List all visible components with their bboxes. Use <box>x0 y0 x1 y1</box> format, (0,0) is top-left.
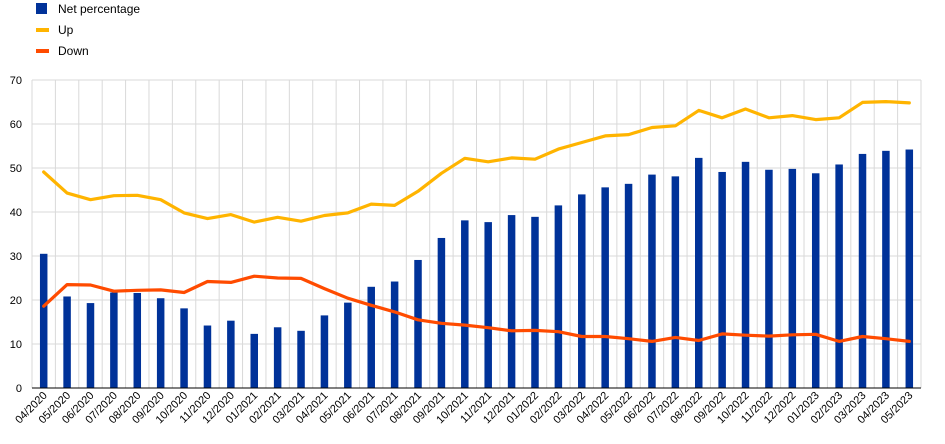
bar <box>578 194 586 388</box>
bar <box>390 281 399 388</box>
line-series <box>42 99 911 343</box>
y-tick-label: 20 <box>10 295 22 307</box>
bar <box>63 296 71 388</box>
bar <box>648 174 656 388</box>
line-down <box>42 274 911 343</box>
bar <box>461 220 469 388</box>
bar <box>297 330 305 388</box>
bar <box>695 157 703 388</box>
bar <box>484 222 492 388</box>
y-tick-label: 60 <box>10 119 22 131</box>
bar <box>905 149 914 388</box>
bar <box>39 253 48 388</box>
legend-label-down: Down <box>58 44 89 58</box>
bar <box>835 164 843 388</box>
line-up <box>42 99 911 224</box>
bar <box>110 292 118 388</box>
y-tick-label: 0 <box>16 383 22 395</box>
bar <box>344 302 352 388</box>
bar <box>601 187 609 388</box>
y-tick-label: 30 <box>10 251 22 263</box>
bar <box>531 216 539 388</box>
bar <box>273 327 282 388</box>
bar <box>788 168 797 388</box>
bar <box>227 320 235 388</box>
bar <box>414 259 422 388</box>
bar <box>882 150 890 388</box>
bar <box>507 215 516 388</box>
y-tick-label: 40 <box>10 207 22 219</box>
y-tick-label: 70 <box>10 75 22 87</box>
bar <box>554 205 563 388</box>
y-tick-label: 50 <box>10 163 22 175</box>
bar <box>180 308 188 388</box>
x-axis-ticks: 04/202005/202006/202007/202008/202009/20… <box>13 390 915 427</box>
gridlines <box>31 79 922 389</box>
bar <box>671 176 680 388</box>
bar <box>320 315 329 388</box>
bar <box>86 303 95 388</box>
y-tick-label: 10 <box>10 339 22 351</box>
bar <box>156 298 165 388</box>
bar <box>624 183 633 388</box>
bar <box>133 292 142 388</box>
legend: Net percentage Up Down <box>36 2 140 58</box>
bar <box>250 333 258 388</box>
bar <box>811 173 820 388</box>
bar <box>437 237 446 388</box>
bar-series-net-percentage <box>39 149 914 388</box>
bar <box>203 325 212 388</box>
legend-label-net-percentage: Net percentage <box>58 2 140 16</box>
bar <box>858 153 867 388</box>
legend-label-up: Up <box>58 23 74 37</box>
bar <box>718 171 726 388</box>
bar <box>741 161 750 388</box>
legend-swatch-net-percentage <box>36 3 47 14</box>
bar <box>765 169 773 388</box>
y-axis-ticks: 0 10 20 30 40 50 60 70 <box>10 75 22 395</box>
bar <box>367 286 375 388</box>
